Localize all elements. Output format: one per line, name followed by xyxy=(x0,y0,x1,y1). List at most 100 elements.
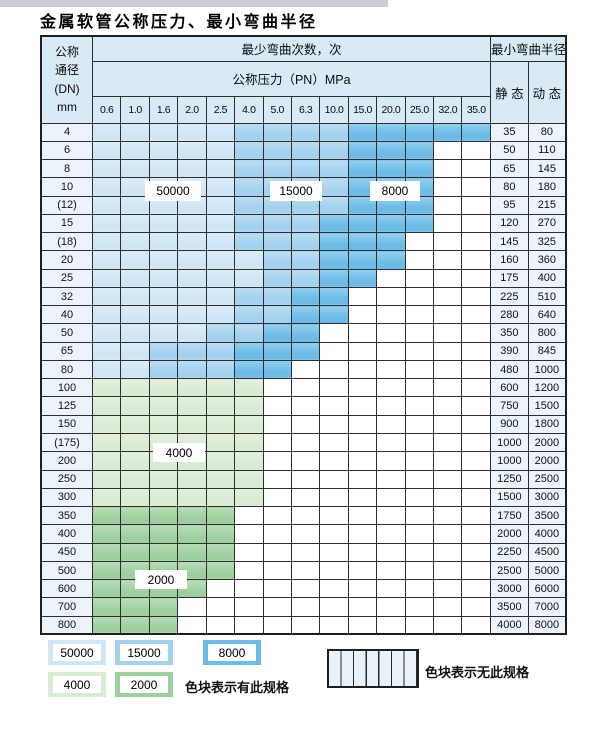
spec-cell-L xyxy=(91,250,122,270)
no-spec-cell xyxy=(262,579,292,599)
no-spec-cell xyxy=(376,359,406,380)
no-spec-cell xyxy=(319,323,349,343)
static-radius-cell: 50 xyxy=(490,140,529,161)
spec-cell-G2 xyxy=(91,597,122,617)
spec-cell-L xyxy=(177,159,207,179)
no-spec-cell xyxy=(290,597,321,617)
table-row: 4 35 80 xyxy=(40,122,567,142)
spec-cell-D xyxy=(347,159,378,179)
spec-cell-L xyxy=(91,177,122,197)
spec-cell-L xyxy=(120,359,150,380)
spec-cell-L xyxy=(205,195,236,215)
spec-cell-L xyxy=(120,286,150,307)
static-radius-cell: 1000 xyxy=(490,433,529,453)
spec-cell-L xyxy=(177,122,207,142)
no-spec-cell xyxy=(404,250,435,270)
dn-header-line: mm xyxy=(57,100,77,115)
dynamic-radius-cell: 1800 xyxy=(527,414,567,435)
spec-cell-L xyxy=(91,268,122,288)
spec-cell-G4 xyxy=(91,396,122,416)
dn-cell: 125 xyxy=(40,396,93,416)
dn-cell: 10 xyxy=(40,177,93,197)
dynamic-radius-cell: 2000 xyxy=(527,433,567,453)
spec-cell-G2 xyxy=(148,506,179,526)
no-spec-cell xyxy=(461,560,491,581)
no-spec-cell xyxy=(433,268,463,288)
spec-cell-G4 xyxy=(148,414,179,435)
pressure-col-header: 2.0 xyxy=(177,95,207,124)
dn-cell: 350 xyxy=(40,506,93,526)
spec-cell-G4 xyxy=(148,396,179,416)
spec-cell-G4 xyxy=(177,469,207,489)
no-spec-cell xyxy=(433,487,463,508)
spec-table: 公称 通径 (DN) mm 最少弯曲次数，次 最小弯曲半径 公称压力（PN）MP… xyxy=(40,35,567,636)
legend-no-spec-note: 色块表示无此规格 xyxy=(425,665,530,680)
spec-cell-M xyxy=(290,268,321,288)
spec-cell-M xyxy=(262,140,292,161)
spec-cell-G2 xyxy=(120,506,150,526)
spec-cell-D xyxy=(262,359,292,380)
spec-cell-M xyxy=(234,286,264,307)
spec-cell-L xyxy=(148,159,179,179)
no-spec-cell xyxy=(461,451,491,471)
no-spec-cell xyxy=(262,487,292,508)
spec-cell-L xyxy=(148,122,179,142)
dn-column-header: 公称 通径 (DN) mm xyxy=(40,35,93,124)
no-spec-cell xyxy=(290,378,321,398)
spec-cell-L xyxy=(91,341,122,361)
spec-cell-D xyxy=(461,122,491,142)
no-spec-cell xyxy=(461,213,491,234)
dn-header-line: (DN) xyxy=(54,81,80,96)
spec-cell-G2 xyxy=(148,615,179,635)
spec-cell-L xyxy=(91,122,122,142)
spec-cell-L xyxy=(148,213,179,234)
dynamic-radius-cell: 1500 xyxy=(527,396,567,416)
spec-cell-G4 xyxy=(177,396,207,416)
spec-cell-G4 xyxy=(120,414,150,435)
no-spec-cell xyxy=(319,524,349,544)
no-spec-cell xyxy=(433,305,463,325)
spec-cell-M xyxy=(290,140,321,161)
dynamic-column-header: 动 态 xyxy=(527,60,567,124)
spec-cell-G4 xyxy=(120,433,150,453)
no-spec-cell xyxy=(376,286,406,307)
table-row: 65 390 845 xyxy=(40,341,567,361)
dn-cell: 20 xyxy=(40,250,93,270)
no-spec-cell xyxy=(290,615,321,635)
spec-cell-M xyxy=(319,140,349,161)
table-header: 公称 通径 (DN) mm 最少弯曲次数，次 最小弯曲半径 公称压力（PN）MP… xyxy=(40,35,567,124)
table-row: 300 1500 3000 xyxy=(40,487,567,508)
dynamic-radius-cell: 2500 xyxy=(527,469,567,489)
spec-cell-G4 xyxy=(120,487,150,508)
dn-cell: (18) xyxy=(40,232,93,252)
no-spec-cell xyxy=(376,524,406,544)
static-radius-cell: 1000 xyxy=(490,451,529,471)
zone-label-4000: 4000 xyxy=(153,443,205,462)
static-radius-cell: 95 xyxy=(490,195,529,215)
no-spec-cell xyxy=(290,579,321,599)
no-spec-cell xyxy=(319,487,349,508)
dn-cell: 250 xyxy=(40,469,93,489)
spec-cell-M xyxy=(319,195,349,215)
no-spec-cell xyxy=(433,250,463,270)
spec-cell-M xyxy=(177,341,207,361)
spec-cell-L xyxy=(91,232,122,252)
pressure-col-header: 0.6 xyxy=(91,95,122,124)
spec-cell-G2 xyxy=(91,615,122,635)
spec-cell-G2 xyxy=(120,597,150,617)
no-spec-cell xyxy=(376,451,406,471)
spec-cell-G4 xyxy=(91,469,122,489)
spec-cell-L xyxy=(148,305,179,325)
header-row-2: 公称压力（PN）MPa 静 态 动 态 xyxy=(41,60,567,124)
spec-cell-M xyxy=(262,159,292,179)
no-spec-cell xyxy=(347,305,378,325)
no-spec-cell xyxy=(461,506,491,526)
dynamic-radius-cell: 3500 xyxy=(527,506,567,526)
legend-swatch-label: 15000 xyxy=(120,644,168,661)
no-spec-cell xyxy=(290,524,321,544)
spec-cell-D xyxy=(433,122,463,142)
spec-cell-M xyxy=(262,232,292,252)
header-row-1: 公称 通径 (DN) mm 最少弯曲次数，次 最小弯曲半径 xyxy=(40,35,567,124)
no-spec-cell xyxy=(319,341,349,361)
spec-cell-D xyxy=(290,305,321,325)
